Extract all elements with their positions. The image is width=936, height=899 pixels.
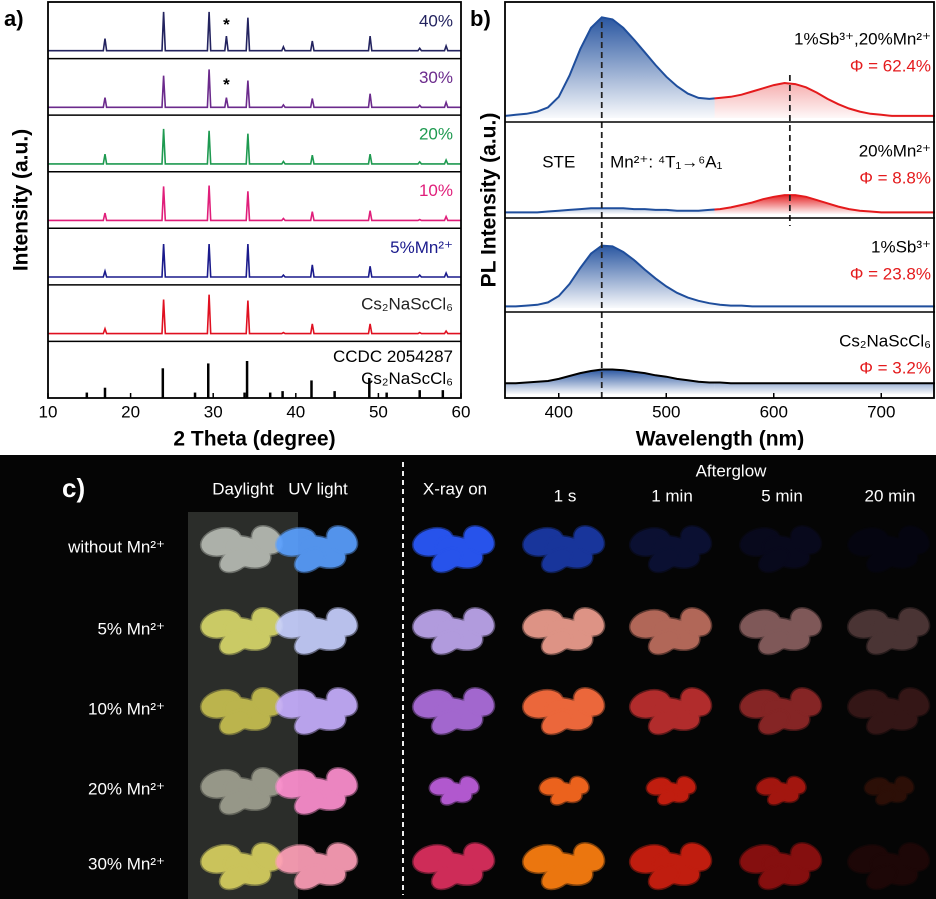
x-axis-label: 2 Theta (degree) — [173, 428, 335, 451]
xrd-line — [48, 129, 461, 164]
row-label: 10% Mn²⁺ — [88, 699, 165, 718]
legend-label: 40% — [419, 11, 453, 30]
x-tick-label: 500 — [652, 402, 680, 421]
y-axis-label: Intensity (a.u.) — [10, 129, 33, 271]
xrd-line — [48, 69, 461, 107]
x-axis-label: Wavelength (nm) — [636, 428, 804, 451]
x-tick-label: 20 — [121, 402, 140, 421]
photo-background — [0, 455, 936, 899]
column-label: 1 s — [554, 486, 577, 505]
plot-frame — [48, 2, 461, 398]
row-label: without Mn²⁺ — [67, 537, 165, 556]
legend-label: 20%Mn²⁺ — [859, 141, 931, 160]
column-label: X-ray on — [423, 479, 487, 498]
legend-label: 10% — [419, 181, 453, 200]
column-label: Daylight — [212, 479, 274, 498]
panel-label: c) — [62, 473, 85, 503]
x-tick-label: 400 — [545, 402, 573, 421]
legend-label: 5%Mn²⁺ — [390, 238, 453, 257]
legend-label: 30% — [419, 68, 453, 87]
row-label: 30% Mn²⁺ — [88, 854, 165, 873]
row-label: 20% Mn²⁺ — [88, 779, 165, 798]
reference-label: Cs₂NaScCl₆ — [361, 369, 453, 388]
column-label: UV light — [288, 479, 348, 498]
x-tick-label: 10 — [39, 402, 58, 421]
x-tick-label: 30 — [204, 402, 223, 421]
group-label: Afterglow — [696, 461, 768, 480]
annotation: Mn²⁺: ⁴T₁→⁶A₁ — [610, 153, 722, 172]
x-tick-label: 600 — [760, 402, 788, 421]
legend-label: Cs₂NaScCl₆ — [839, 331, 931, 350]
x-tick-label: 700 — [867, 402, 895, 421]
legend-label: 1%Sb³⁺ — [871, 237, 931, 256]
column-label: 5 min — [761, 486, 803, 505]
annotation: * — [223, 15, 230, 34]
annotation: * — [223, 75, 230, 94]
x-tick-label: 60 — [452, 402, 471, 421]
x-tick-label: 50 — [369, 402, 388, 421]
column-label: 1 min — [651, 486, 693, 505]
pl-line — [505, 195, 935, 212]
xrd-line — [48, 12, 461, 51]
quantum-yield: Φ = 3.2% — [859, 358, 931, 377]
legend-label: Cs₂NaScCl₆ — [361, 294, 453, 313]
quantum-yield: Φ = 62.4% — [850, 56, 931, 75]
annotation: STE — [542, 153, 575, 172]
column-label: 20 min — [864, 486, 915, 505]
x-tick-label: 40 — [286, 402, 305, 421]
quantum-yield: Φ = 8.8% — [859, 168, 931, 187]
row-label: 5% Mn²⁺ — [97, 619, 165, 638]
panel-label: a) — [4, 6, 24, 31]
xrd-line — [48, 186, 461, 221]
legend-label: 20% — [419, 125, 453, 144]
panel-label: b) — [470, 6, 491, 31]
quantum-yield: Φ = 23.8% — [850, 264, 931, 283]
y-axis-label: PL Intensity (a.u.) — [478, 113, 501, 288]
legend-label: 1%Sb³⁺,20%Mn²⁺ — [794, 29, 931, 48]
reference-label: CCDC 2054287 — [333, 347, 453, 366]
